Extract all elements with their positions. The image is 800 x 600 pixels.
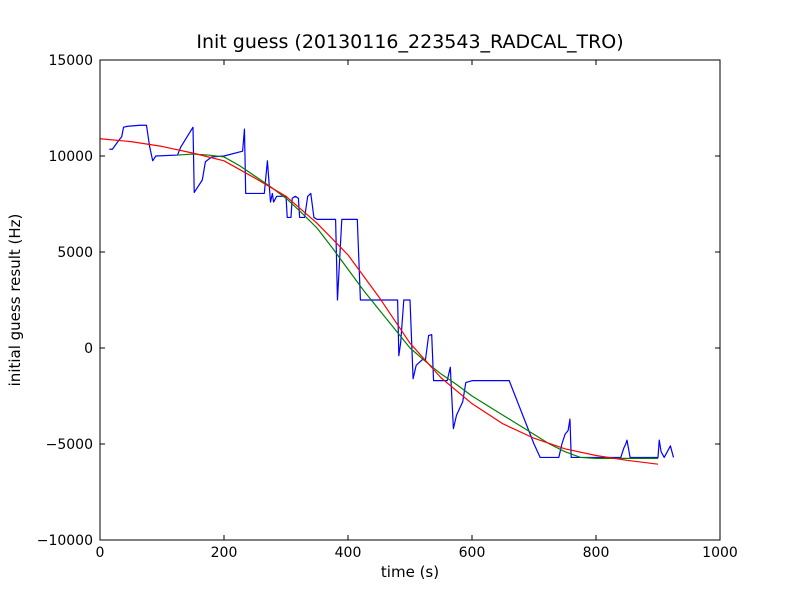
- series-layer: [99, 124, 675, 465]
- x-tick-label: 800: [583, 545, 610, 561]
- x-tick-label: 400: [335, 545, 362, 561]
- series-line-1: [109, 124, 675, 459]
- y-tick-label: 0: [84, 341, 93, 357]
- x-tick-label: 1000: [702, 545, 738, 561]
- ticks-layer: 0 200 400 600 800 1000 −10000 −5000 0 5000 10000 15…: [37, 53, 738, 561]
- chart-title: Init guess (20130116_223543_RADCAL_TRO): [196, 31, 623, 53]
- y-tick-label: 5000: [57, 245, 93, 261]
- y-axis-label: initial guess result (Hz): [6, 214, 24, 387]
- x-tick-label: 0: [96, 545, 105, 561]
- x-axis-label: time (s): [381, 563, 439, 581]
- x-tick-label: 600: [459, 545, 486, 561]
- y-tick-label: 10000: [48, 149, 93, 165]
- y-tick-label: −10000: [37, 533, 93, 549]
- y-tick-label: −5000: [46, 437, 93, 453]
- series-line-2: [177, 153, 658, 459]
- plot-frame: [99, 59, 721, 541]
- x-tick-label: 200: [211, 545, 238, 561]
- y-tick-label: 15000: [48, 53, 93, 69]
- series-line-3: [99, 138, 659, 465]
